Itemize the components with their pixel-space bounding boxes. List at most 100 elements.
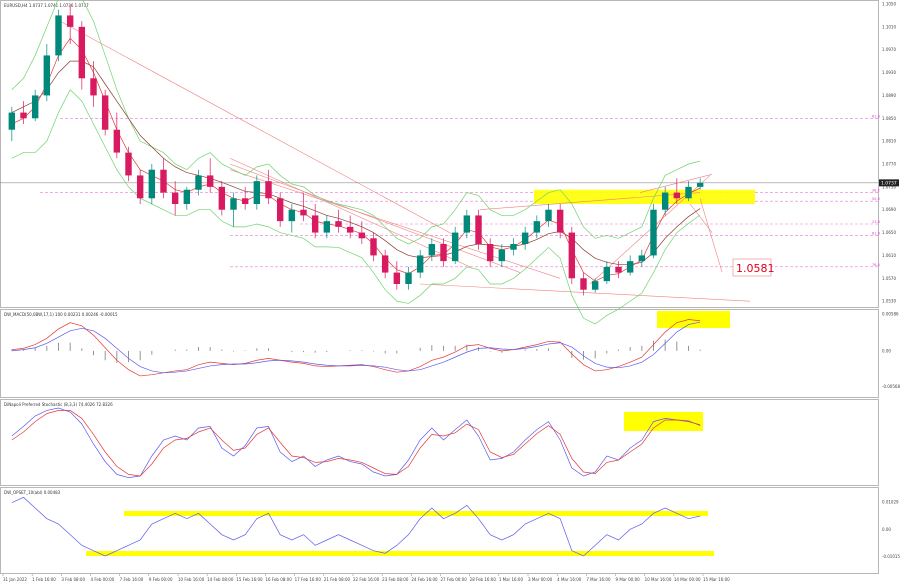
price-tick-label: 1.0810: [882, 139, 896, 144]
time-tick-label: 9 Feb 00:00: [149, 577, 173, 582]
candle: [241, 186, 249, 210]
candle-body: [101, 95, 109, 130]
candle-body: [626, 261, 634, 273]
candle-body: [451, 232, 459, 262]
time-tick-label: 9 Mar 00:00: [616, 577, 641, 582]
current-price-tag: 1.0737: [879, 179, 899, 187]
candle-body: [428, 244, 436, 256]
candle: [370, 232, 377, 262]
stoch-pane-title: DiNapoli Preferred Stochastic (8,3,3) 74…: [4, 402, 113, 407]
fib-level-label: 61.8: [872, 114, 880, 118]
candle-body: [31, 95, 39, 119]
candle: [160, 158, 167, 199]
candle: [20, 101, 27, 124]
time-tick-label: 3 Mar 00:00: [528, 577, 553, 582]
time-tick-label: 16 Feb 08:00: [266, 577, 293, 582]
price-tick-label: 1.0570: [882, 276, 896, 281]
time-tick-label: 24 Feb 16:00: [411, 577, 438, 582]
price-axis: 1.1050 1.1010 1.0970 1.0930 1.0890 1.0850 1.08…: [882, 2, 896, 304]
candle-body: [288, 209, 296, 222]
candle: [486, 238, 494, 267]
osc-line: [11, 496, 701, 557]
macd-tick-label: -0.00568: [882, 384, 900, 389]
candle-body: [346, 226, 354, 233]
candle-body: [20, 112, 27, 119]
price-tick-label: 1.0890: [882, 93, 896, 98]
fib-level-label: 23.6: [872, 220, 880, 224]
candle-body: [381, 255, 389, 273]
time-tick-label: 21 Feb 08:00: [324, 577, 351, 582]
candle: [55, 9, 62, 62]
candle: [661, 186, 669, 216]
candle: [90, 61, 97, 107]
candle: [125, 146, 132, 182]
candle-body: [136, 175, 144, 199]
candle: [591, 278, 599, 293]
candle-body: [148, 169, 156, 199]
osc-lower-band: [86, 551, 714, 556]
candle: [638, 249, 646, 267]
candle: [685, 181, 692, 202]
trend-line: [229, 163, 521, 273]
candle-body: [486, 244, 494, 262]
candle-body: [638, 255, 646, 262]
candle: [101, 89, 109, 136]
fast-ma-line: [11, 37, 701, 282]
price-tick-label: 1.0610: [882, 253, 896, 258]
candle: [580, 272, 587, 296]
candle-body: [591, 281, 599, 290]
candle-body: [183, 189, 191, 204]
candle-body: [533, 221, 541, 233]
candle-body: [416, 255, 424, 273]
candle: [300, 192, 307, 222]
candle-body: [358, 232, 366, 239]
candle-body: [66, 15, 74, 27]
macd-signal-line: [11, 321, 701, 374]
stoch-k-line: [11, 407, 701, 478]
price-tick-label: 1.0930: [882, 70, 896, 75]
band-upper-line: [11, 0, 701, 245]
price-tick-label: 1.0770: [882, 162, 896, 167]
time-axis: 31 Jan 2022 1 Feb 16:00 3 Feb 08:00 4 Feb 0…: [2, 574, 730, 582]
candle: [510, 238, 517, 256]
price-tick-label: 1.1050: [882, 2, 896, 7]
time-tick-label: 1 Feb 16:00: [32, 577, 56, 582]
time-tick-label: 4 Mar 16:00: [557, 577, 582, 582]
time-tick-label: 15 Mar 16:00: [703, 577, 730, 582]
candle: [393, 261, 401, 290]
osc-tick-label: 0.00: [882, 527, 891, 532]
candle: [416, 249, 424, 279]
candle: [311, 204, 319, 239]
candle: [428, 238, 436, 262]
price-tick-label: 1.0690: [882, 207, 896, 212]
time-tick-label: 10 Feb 16:00: [178, 577, 205, 582]
candle: [556, 204, 564, 239]
candle-body: [171, 192, 179, 204]
candle-body: [8, 112, 16, 130]
candle: [545, 204, 552, 227]
candle-body: [323, 221, 331, 233]
candle-body: [650, 209, 657, 256]
candle-body: [370, 238, 377, 256]
macd-plot: 0.00586 0.00 -0.00568: [11, 311, 900, 389]
candle: [673, 178, 681, 204]
osc-plot: 0.01029 0.00 -0.01015: [11, 496, 900, 559]
candle: [521, 226, 529, 250]
candle: [113, 112, 121, 159]
candle-body: [475, 215, 482, 244]
candle: [218, 181, 226, 216]
osc-tick-label: 0.01029: [882, 499, 899, 504]
target-callout: 1.0581: [732, 258, 775, 277]
candle: [148, 164, 156, 204]
price-pane-title: EURUSD,H4 1.0737 1.0741 1.0736 1.0737: [4, 3, 89, 8]
candle-body: [463, 215, 471, 233]
time-tick-label: 4 Feb 00:00: [91, 577, 115, 582]
time-tick-label: 14 Mar 00:00: [674, 577, 701, 582]
time-tick-label: 22 Feb 16:00: [353, 577, 380, 582]
candle-body: [405, 272, 412, 284]
candle-body: [696, 182, 704, 187]
candle: [183, 186, 191, 210]
stoch-pane-frame: [0, 399, 879, 486]
candle: [626, 255, 634, 276]
